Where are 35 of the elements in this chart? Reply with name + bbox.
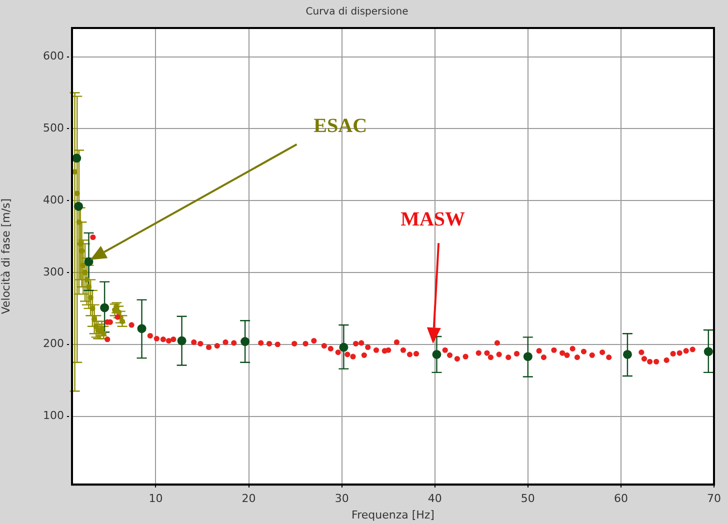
y-tick-label: 300	[43, 265, 64, 278]
point	[523, 352, 532, 362]
point	[137, 324, 146, 334]
point	[86, 284, 92, 290]
x-tick-label: 70	[707, 492, 721, 506]
x-tick-label: 30	[334, 492, 349, 506]
y-tick-label: 500	[43, 122, 64, 135]
x-tick-label: 40	[428, 492, 442, 506]
annotation: MASW	[400, 208, 466, 230]
point	[88, 294, 94, 300]
point	[100, 303, 110, 312]
y-tick-label: 400	[43, 193, 64, 206]
x-tick-label: 10	[148, 492, 163, 506]
x-tick-label: 60	[614, 492, 628, 506]
point	[339, 342, 348, 352]
point	[177, 336, 186, 346]
point	[84, 257, 94, 266]
chart-title: Curva di dispersione	[306, 6, 408, 18]
x-axis-title: Frequenza [Hz]	[352, 508, 434, 522]
point	[114, 304, 120, 310]
point	[704, 347, 713, 356]
x-tick-label: 20	[242, 492, 256, 506]
point	[84, 276, 90, 282]
point	[432, 350, 442, 359]
point	[90, 306, 96, 312]
point	[240, 337, 250, 346]
point	[92, 316, 98, 322]
annotation: ESAC	[314, 114, 368, 137]
point	[622, 350, 632, 359]
x-tick-label: 50	[520, 492, 535, 506]
y-tick-label: 100	[43, 409, 64, 422]
y-axis-title: Velocità di fase [m/s]	[0, 198, 12, 314]
y-tick-label: 600	[43, 50, 64, 63]
y-tick-label: 200	[43, 337, 64, 350]
point	[100, 330, 106, 336]
